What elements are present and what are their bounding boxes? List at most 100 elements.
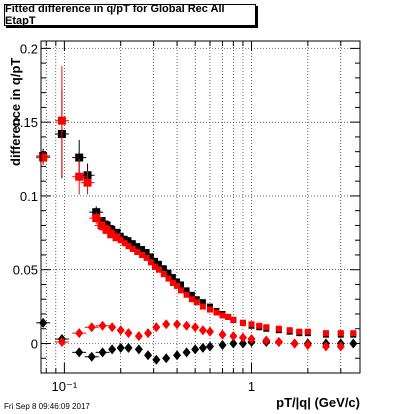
data-point [206, 306, 213, 313]
data-point [57, 116, 66, 125]
data-point [116, 325, 125, 336]
data-point [183, 291, 190, 298]
data-point [205, 326, 214, 337]
data-point [144, 328, 153, 339]
data-point [188, 291, 195, 298]
data-point [92, 214, 101, 223]
data-point [174, 282, 181, 289]
data-point [198, 342, 207, 353]
data-point [112, 233, 121, 242]
data-point [191, 322, 200, 333]
data-point [87, 351, 96, 362]
data-point [256, 322, 263, 329]
data-point [134, 249, 141, 256]
data-point [75, 328, 84, 339]
data-point [147, 253, 154, 260]
data-point [165, 275, 172, 282]
data-point [75, 153, 84, 162]
series [54, 319, 345, 352]
data-point [75, 172, 84, 181]
data-point [182, 347, 191, 358]
data-point [152, 257, 159, 264]
data-point [117, 237, 124, 244]
data-point [248, 321, 255, 328]
data-point [336, 341, 345, 352]
data-point [229, 338, 238, 349]
data-point [129, 240, 136, 247]
data-point [116, 342, 125, 353]
data-point [97, 221, 106, 230]
data-point [124, 342, 133, 353]
data-point [165, 269, 172, 276]
data-point [174, 278, 181, 285]
data-point [239, 319, 246, 326]
data-point [160, 271, 167, 278]
x-tick-label: 1 [248, 379, 255, 394]
data-point [134, 344, 143, 355]
data-point [169, 279, 176, 286]
data-point [39, 317, 48, 328]
data-point [218, 329, 227, 340]
data-point [193, 299, 200, 306]
data-point [213, 309, 220, 316]
data-point [322, 330, 329, 337]
data-point [199, 299, 206, 306]
x-axis-label: pT/|q| (GeV/c) [276, 395, 360, 410]
data-point [229, 331, 238, 342]
data-point [121, 235, 128, 242]
data-point [286, 327, 293, 334]
data-point [97, 217, 106, 226]
data-point [98, 320, 107, 331]
data-point [238, 338, 247, 349]
y-axis-label: difference in q/pT [8, 57, 23, 166]
data-point [218, 339, 227, 350]
data-point [108, 344, 117, 355]
data-point [199, 303, 206, 310]
data-point [87, 322, 96, 333]
data-point [173, 319, 182, 330]
data-point [188, 296, 195, 303]
data-point [205, 341, 214, 352]
data-point [198, 325, 207, 336]
data-point [263, 324, 270, 331]
data-point [304, 328, 311, 335]
data-point [178, 287, 185, 294]
data-point [102, 225, 111, 234]
data-point [225, 313, 232, 320]
data-point [139, 246, 146, 253]
data-point [238, 332, 247, 343]
x-tick-label: 10⁻¹ [52, 379, 78, 394]
data-point [191, 344, 200, 355]
data-point [169, 274, 176, 281]
data-point [112, 228, 121, 237]
timestamp: Fri Sep 8 09:46:09 2017 [4, 402, 90, 411]
data-point [350, 330, 357, 337]
data-point [143, 254, 150, 261]
chart-title: Fitted difference in q/pT for Global Rec… [4, 3, 256, 27]
y-tick-label: 0.2 [20, 41, 38, 56]
data-point [125, 243, 132, 250]
data-point [160, 265, 167, 272]
data-point [290, 338, 299, 349]
data-point [98, 347, 107, 358]
data-point [125, 237, 132, 244]
data-point [230, 316, 237, 323]
data-point [83, 178, 92, 187]
data-point [152, 354, 161, 365]
data-point [39, 153, 48, 162]
data-point [296, 328, 303, 335]
series [36, 66, 357, 337]
data-point [139, 251, 146, 258]
grid [41, 41, 360, 373]
data-point [121, 240, 128, 247]
data-point [173, 350, 182, 361]
y-tick-label: 0.05 [13, 263, 38, 278]
data-point [75, 347, 84, 358]
data-point [178, 281, 185, 288]
data-point [129, 246, 136, 253]
data-point [107, 230, 116, 239]
data-point [162, 319, 171, 330]
data-point [337, 330, 344, 337]
data-point [152, 263, 159, 270]
data-point [303, 339, 312, 350]
